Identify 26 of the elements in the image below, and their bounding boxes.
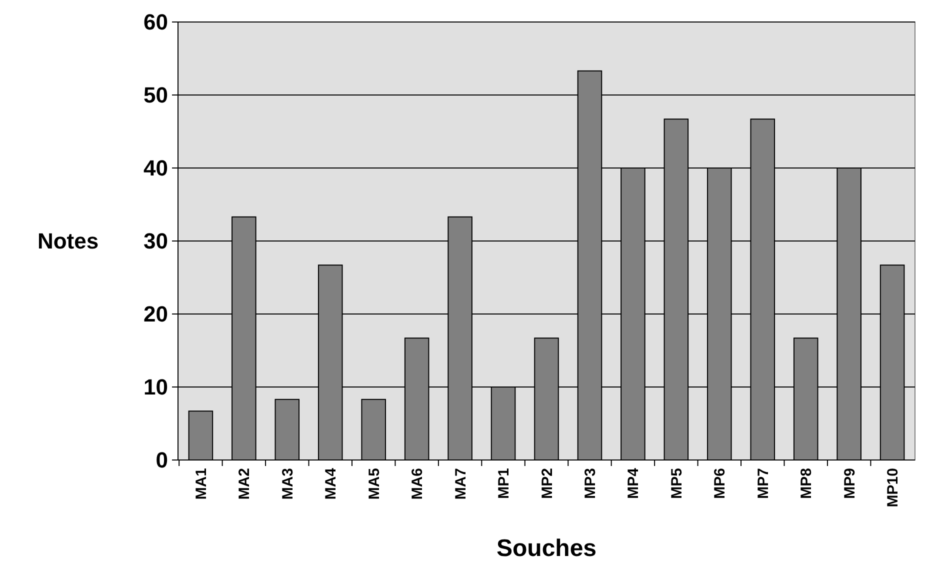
- x-tick-label: MP1: [496, 468, 513, 499]
- y-tick-label: 50: [144, 82, 168, 108]
- x-tick-label: MA5: [366, 468, 383, 500]
- x-tick-label: MP6: [712, 468, 729, 499]
- y-tick-label: 20: [144, 302, 168, 327]
- y-axis-title: Notes: [37, 228, 99, 254]
- x-tick-label: MP7: [754, 468, 772, 499]
- x-tick-label: MA1: [192, 468, 210, 500]
- x-tick-label: MP2: [538, 468, 556, 499]
- x-tick-label: MP3: [582, 468, 599, 499]
- y-tick-label: 60: [144, 10, 168, 35]
- x-tick-label: MP10: [884, 468, 902, 508]
- y-tick-label: 40: [144, 156, 168, 181]
- y-tick-label: 0: [156, 448, 168, 473]
- y-tick-label: 30: [144, 228, 168, 254]
- x-tick-label: MA4: [322, 467, 340, 500]
- x-axis-title: Souches: [496, 535, 597, 562]
- y-tick-label: 10: [144, 374, 168, 400]
- x-tick-label: MP5: [668, 468, 686, 499]
- x-tick-label: MP9: [841, 468, 858, 499]
- x-tick-label: MP8: [798, 468, 816, 499]
- x-tick-label: MP4: [625, 467, 642, 499]
- x-tick-label: MA3: [279, 468, 296, 500]
- x-tick-label: MA7: [452, 468, 470, 500]
- x-tick-label: MA2: [236, 468, 254, 500]
- x-tick-label: MA6: [409, 468, 426, 500]
